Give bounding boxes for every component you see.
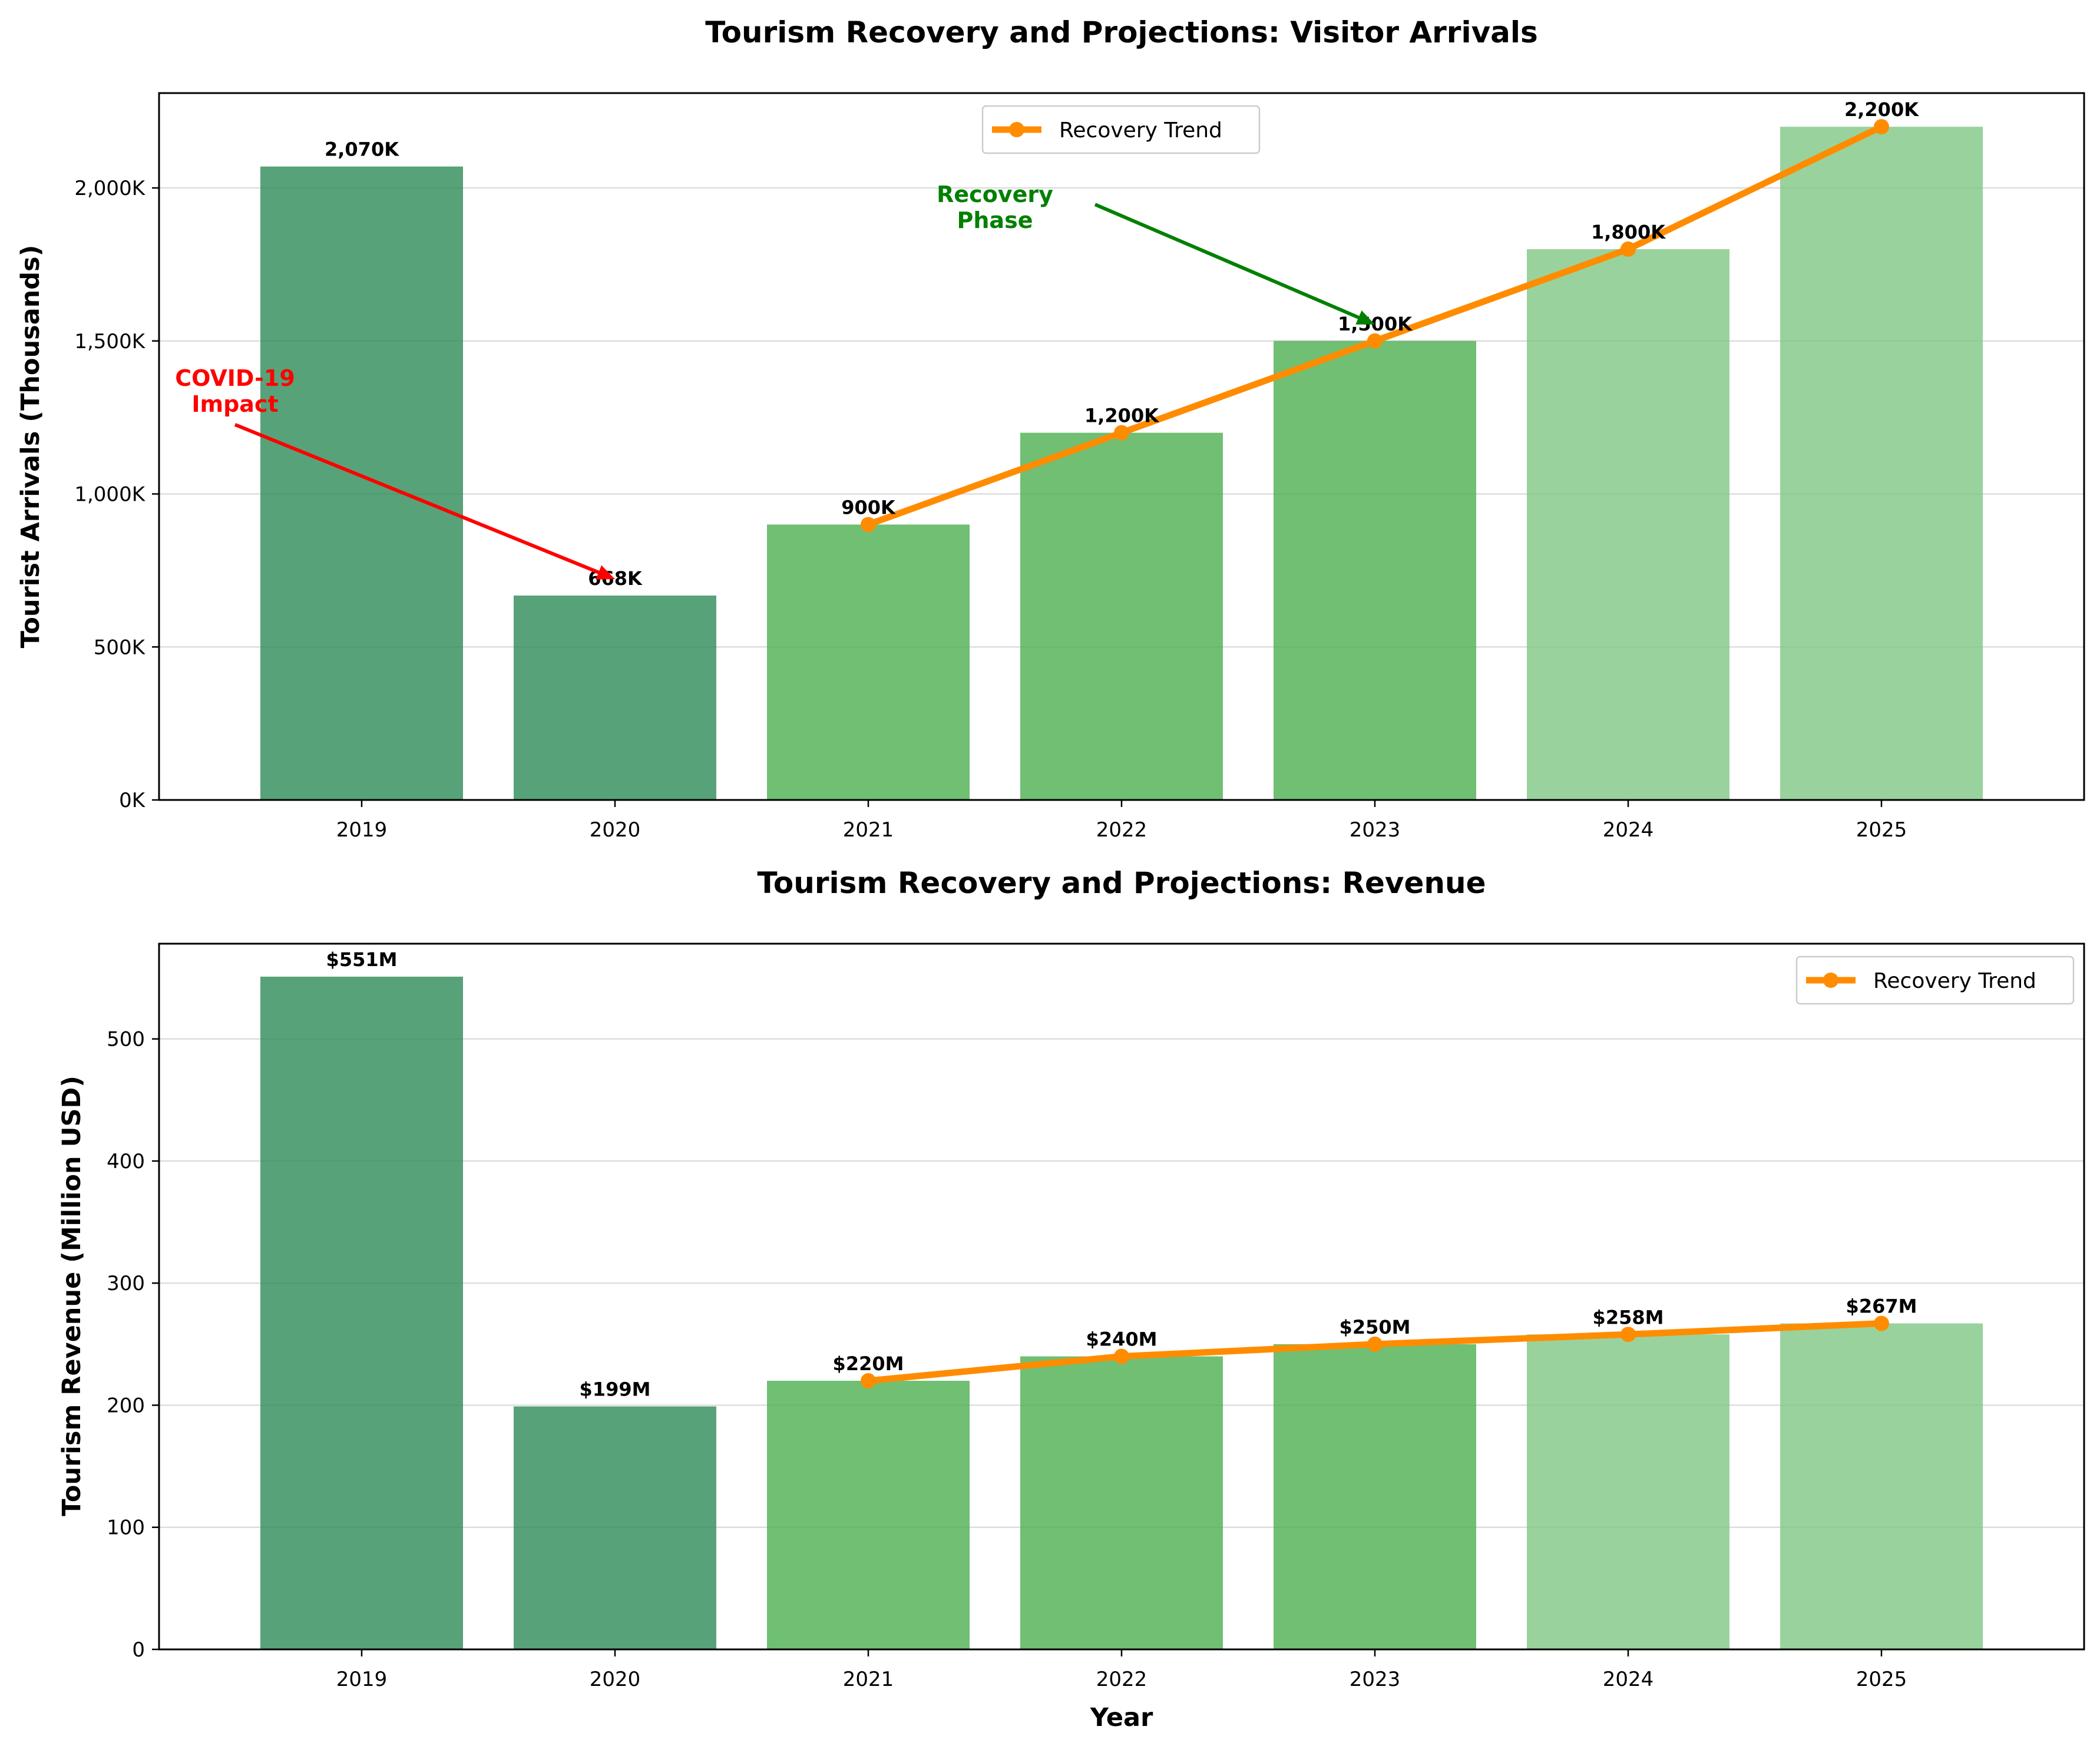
arrivals-ytick-label: 1,500K: [74, 330, 145, 353]
revenue-chart-title: Tourism Recovery and Projections: Revenu…: [757, 866, 1486, 900]
revenue-trend-point: [1114, 1348, 1129, 1364]
arrivals-ytick-label: 500K: [94, 636, 146, 659]
arrivals-ytick-label: 2,000K: [74, 177, 145, 200]
arrivals-trend-point: [861, 517, 876, 533]
revenue-x-axis-label: Year: [1090, 1703, 1153, 1732]
arrivals-bar-2019: [260, 166, 463, 801]
revenue-bar-2019: [260, 976, 463, 1649]
arrivals-bar-2022: [1020, 432, 1223, 800]
revenue-data-label: $258M: [1593, 1306, 1664, 1328]
revenue-legend-marker: [1823, 973, 1838, 988]
arrivals-chart-panel: Tourism Recovery and Projections: Visito…: [16, 15, 2085, 842]
arrivals-bar-2021: [767, 524, 970, 800]
arrivals-bar-2023: [1274, 340, 1476, 800]
revenue-legend: Recovery Trend: [1795, 955, 2075, 1005]
revenue-chart-panel: Tourism Recovery and Projections: Revenu…: [57, 866, 2085, 1732]
revenue-bar-2025: [1780, 1323, 1983, 1649]
arrivals-xtick-label: 2023: [1350, 818, 1401, 842]
arrivals-trend-point: [1114, 425, 1129, 441]
revenue-ytick-label: 200: [107, 1394, 145, 1417]
arrivals-trend-point: [1367, 333, 1383, 349]
arrivals-xtick-label: 2020: [590, 818, 641, 842]
revenue-axes-frame: [158, 943, 2085, 1651]
arrivals-legend-marker: [1009, 122, 1024, 137]
revenue-data-label: $199M: [580, 1378, 651, 1401]
revenue-ytick-label: 300: [107, 1272, 145, 1295]
revenue-ytick-label: 400: [107, 1150, 145, 1173]
revenue-ytick-label: 0: [132, 1638, 145, 1662]
arrivals-xtick-label: 2024: [1603, 818, 1654, 842]
revenue-xtick-label: 2022: [1096, 1668, 1147, 1691]
recovery-phase-arrowhead: [1355, 310, 1375, 325]
arrivals-ytick-label: 0K: [119, 789, 146, 812]
revenue-ytick-label: 500: [107, 1028, 145, 1051]
revenue-bar-2020: [514, 1406, 716, 1649]
covid-impact-arrowhead: [596, 565, 615, 580]
revenue-data-label: $551M: [326, 948, 398, 971]
revenue-data-label: $240M: [1086, 1328, 1158, 1351]
covid-impact-annotation: COVID-19 Impact: [175, 365, 295, 417]
arrivals-xtick-label: 2022: [1096, 818, 1147, 842]
revenue-data-label: $250M: [1340, 1316, 1411, 1338]
revenue-bar-2021: [767, 1381, 970, 1649]
revenue-legend-label: Recovery Trend: [1873, 969, 2036, 993]
arrivals-xtick-label: 2025: [1856, 818, 1907, 842]
arrivals-data-label: 900K: [841, 496, 896, 518]
arrivals-y-axis-label: Tourist Arrivals (Thousands): [16, 245, 45, 649]
revenue-y-axis-label: Tourism Revenue (Million USD): [57, 1076, 87, 1516]
recovery-phase-arrow: [1094, 203, 1360, 319]
arrivals-data-label: 2,200K: [1844, 98, 1919, 121]
arrivals-data-label: 1,800K: [1591, 221, 1666, 243]
revenue-xtick-label: 2021: [843, 1668, 894, 1691]
revenue-trend-point: [861, 1373, 876, 1389]
arrivals-axes-frame: [158, 92, 2085, 801]
revenue-bar-2023: [1274, 1344, 1476, 1649]
revenue-data-label: $267M: [1846, 1295, 1917, 1318]
arrivals-data-label: 2,070K: [325, 138, 399, 161]
arrivals-trend-point: [1874, 119, 1889, 135]
arrivals-ytick-label: 1,000K: [74, 483, 145, 507]
revenue-legend-box: [1795, 955, 2075, 1005]
arrivals-bar-2024: [1527, 249, 1729, 800]
revenue-xtick-label: 2025: [1856, 1668, 1907, 1691]
arrivals-xtick-label: 2019: [336, 818, 388, 842]
revenue-xtick-label: 2019: [336, 1668, 388, 1691]
revenue-data-label: $220M: [833, 1353, 904, 1375]
arrivals-xtick-label: 2021: [843, 818, 894, 842]
revenue-xtick-label: 2024: [1603, 1668, 1654, 1691]
arrivals-data-label: 1,200K: [1084, 405, 1159, 427]
revenue-xtick-label: 2023: [1350, 1668, 1401, 1691]
revenue-trend-point: [1367, 1336, 1383, 1352]
revenue-trend-point: [1621, 1327, 1636, 1342]
arrivals-trend-point: [1621, 241, 1636, 257]
revenue-bar-2024: [1527, 1334, 1729, 1649]
revenue-trend-point: [1874, 1315, 1889, 1331]
recovery-phase-annotation: Recovery Phase: [937, 181, 1053, 233]
revenue-xtick-label: 2020: [590, 1668, 641, 1691]
revenue-bar-2022: [1020, 1356, 1223, 1649]
arrivals-legend-box: [981, 105, 1261, 154]
arrivals-bar-2020: [514, 595, 716, 800]
arrivals-legend-label: Recovery Trend: [1059, 118, 1222, 143]
arrivals-chart-title: Tourism Recovery and Projections: Visito…: [705, 15, 1538, 49]
arrivals-bar-2025: [1780, 127, 1983, 801]
covid-impact-arrow: [234, 423, 600, 574]
arrivals-legend: Recovery Trend: [981, 105, 1261, 154]
arrivals-data-label: 1,500K: [1338, 313, 1413, 335]
revenue-ytick-label: 100: [107, 1516, 145, 1540]
